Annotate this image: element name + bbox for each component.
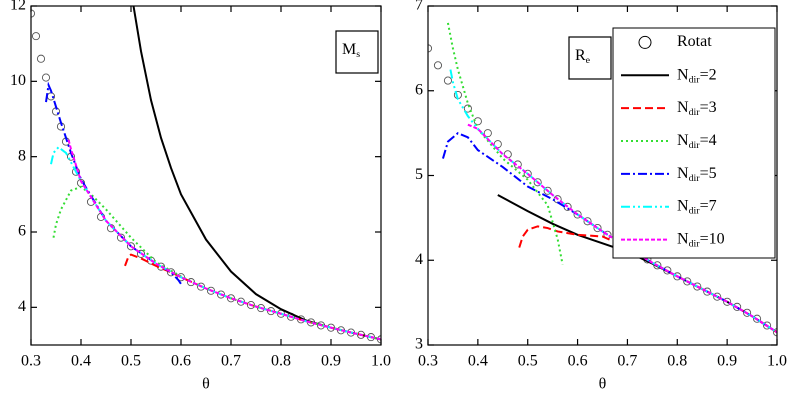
legend-label: Ndir=5 (677, 165, 717, 185)
series-line (67, 139, 381, 341)
legend-box (612, 27, 776, 259)
y-tick-label: 12 (10, 0, 26, 14)
legend-label: Ndir=7 (677, 197, 717, 217)
legend-label: Rotat (677, 33, 712, 50)
panel-label: Ms (342, 41, 360, 61)
x-tick-label: 0.9 (717, 353, 737, 370)
x-tick-label: 0.8 (271, 353, 291, 370)
y-tick-label: 6 (415, 81, 423, 98)
x-tick-label: 0.5 (121, 353, 141, 370)
series-line (45, 81, 182, 285)
legend-label: Ndir=10 (677, 230, 725, 250)
x-tick-label: 0.9 (321, 353, 341, 370)
x-tick-label: 0.6 (568, 353, 588, 370)
x-tick-label: 0.4 (71, 353, 91, 370)
x-tick-label: 0.7 (221, 353, 241, 370)
marker (36, 54, 46, 63)
panel-label-box (568, 36, 612, 80)
legend-label: Ndir=3 (677, 99, 717, 119)
y-tick-label: 5 (415, 166, 423, 183)
legend-label: Ndir=2 (677, 66, 717, 86)
marker (433, 61, 443, 70)
plot-frame (30, 5, 382, 346)
y-tick-label: 3 (415, 336, 423, 353)
legend-label: Ndir=4 (677, 132, 717, 152)
marker (31, 32, 41, 41)
legend: Rotat Ndir=2 Ndir=3 Ndir=4 Ndir=5 Ndir=7 Ndir=… (612, 27, 776, 259)
panel-label: Re (575, 47, 591, 67)
x-tick-label: 1.0 (767, 353, 787, 370)
series-line (50, 145, 381, 341)
legend-symbol (638, 35, 652, 49)
marker (443, 76, 452, 85)
x-tick-label: 0.5 (518, 353, 538, 370)
y-tick-label: 10 (10, 72, 26, 89)
marker (31, 9, 36, 18)
x-tick-label: 0.4 (468, 353, 488, 370)
marker (116, 233, 126, 242)
marker (483, 129, 492, 138)
y-tick-label: 8 (18, 147, 26, 164)
x-tick-label: 0.8 (667, 353, 687, 370)
marker (428, 44, 433, 53)
x-tick-label: 1.0 (371, 353, 391, 370)
panel: 3 4 5 6 7 0.3 0.4 0.5 0.6 0.7 0.8 0.9 1.0 θ Re Rotat Ndi… (415, 0, 787, 393)
y-tick-label: 4 (415, 251, 423, 268)
y-tick-label: 4 (18, 298, 26, 315)
series-line (52, 185, 381, 341)
x-axis-label: θ (599, 376, 607, 393)
y-tick-label: 7 (415, 0, 423, 14)
marker (41, 73, 51, 82)
x-tick-label: 0.6 (171, 353, 191, 370)
marker (473, 117, 482, 126)
series-line (446, 22, 564, 265)
plot-frame (427, 5, 778, 346)
y-tick-label: 6 (18, 223, 26, 240)
panel-label-box (335, 30, 379, 74)
plot-area (31, 6, 381, 344)
x-tick-label: 0.3 (21, 353, 41, 370)
panel: 4 6 8 10 12 0.3 0.4 0.5 0.6 0.7 0.8 0.9 1.0 θ Ms (10, 0, 391, 393)
x-tick-label: 0.3 (418, 353, 438, 370)
x-tick-label: 0.7 (617, 353, 637, 370)
x-axis-label: θ (202, 376, 210, 393)
